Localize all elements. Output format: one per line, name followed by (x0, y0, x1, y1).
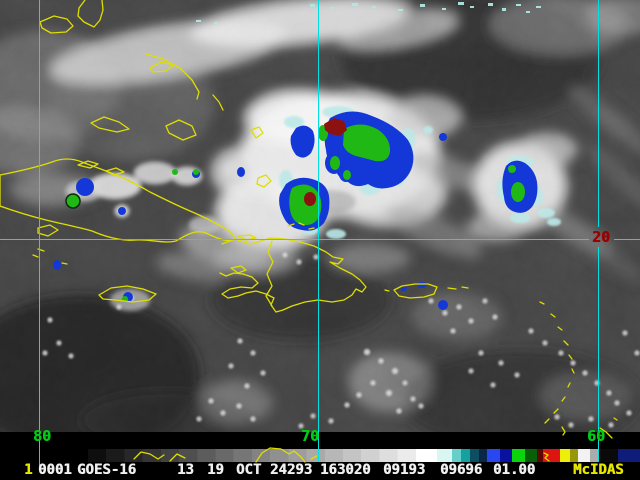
latitude-label-20: 20 (592, 228, 611, 246)
band-number: 13 (177, 462, 194, 478)
time-utc: 163020 (320, 462, 371, 478)
month: OCT (236, 462, 262, 478)
enhancement-layer (53, 2, 561, 310)
satellite-name: GOES-16 (77, 462, 137, 478)
longitude-label-60: 60 (587, 427, 606, 445)
grid-layer (0, 0, 640, 466)
coastline-layer (0, 0, 618, 463)
day-of-month: 19 (207, 462, 224, 478)
longitude-label-70: 70 (301, 427, 320, 445)
noise-layer (0, 0, 640, 432)
julian-date: 24293 (270, 462, 313, 478)
image-id: 0001 (38, 462, 72, 478)
value-2: 09696 (440, 462, 483, 478)
mcidas-brand: McIDAS (573, 462, 624, 478)
value-1: 09193 (383, 462, 426, 478)
longitude-label-80: 80 (33, 427, 52, 445)
enhancement-colorbar (88, 449, 640, 462)
value-3: 01.00 (493, 462, 536, 478)
frame-number: 1 (24, 462, 33, 478)
cloud-layer (0, 0, 640, 432)
